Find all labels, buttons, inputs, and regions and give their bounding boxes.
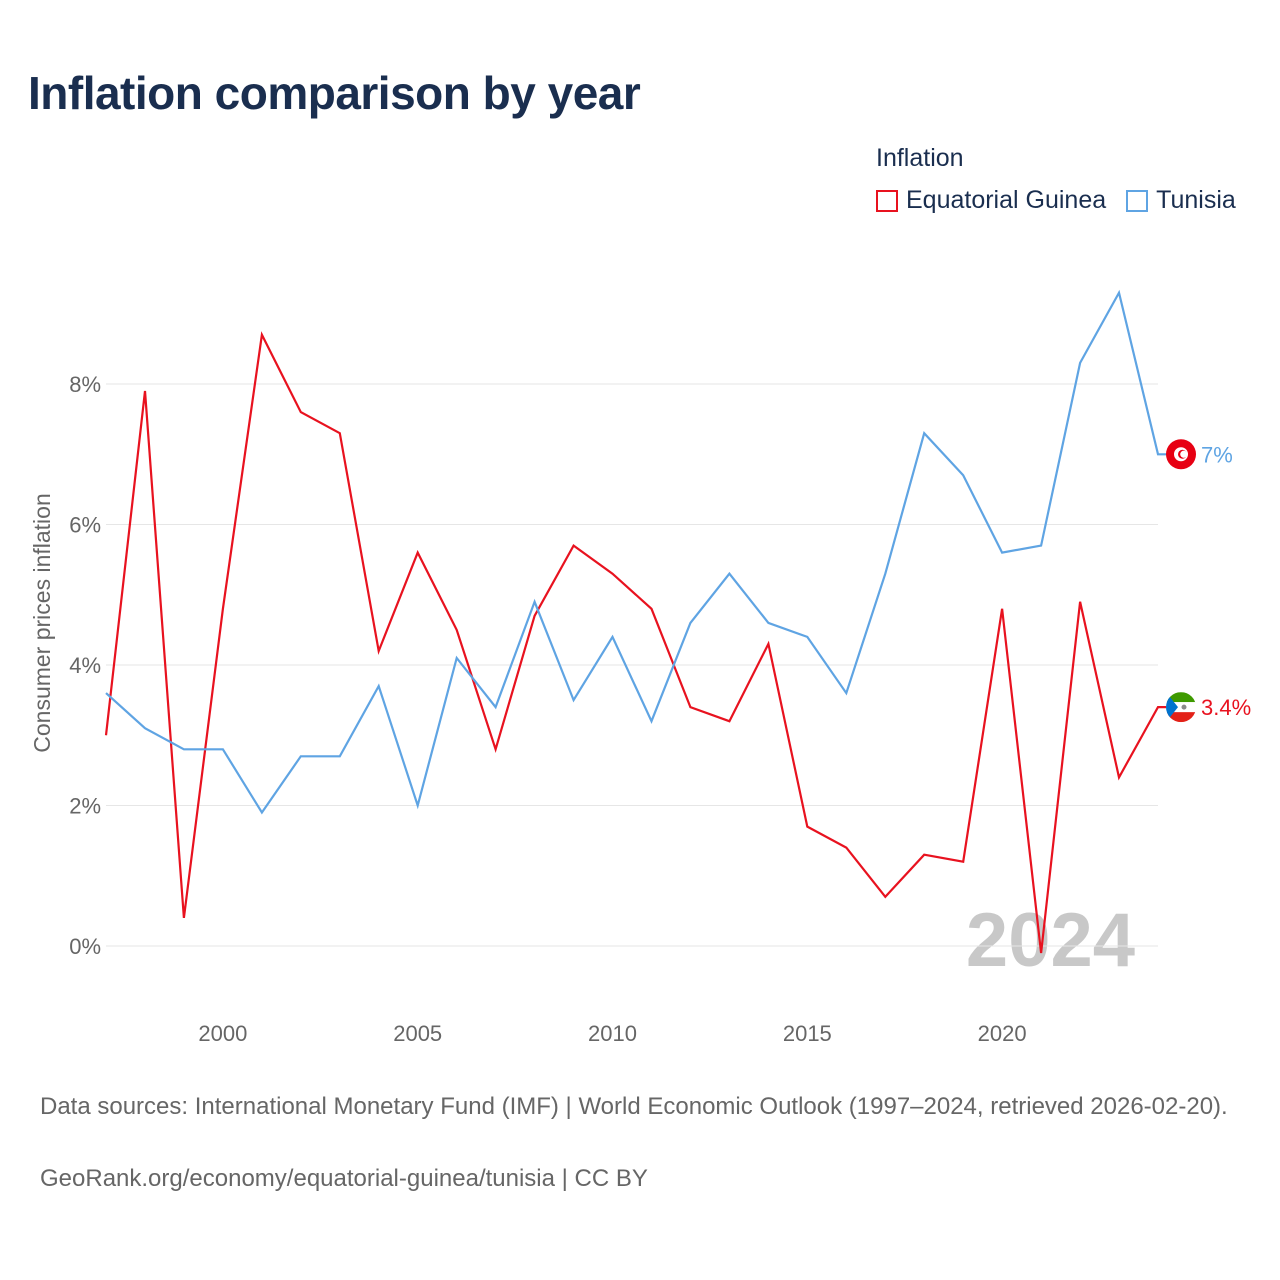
legend-title: Inflation	[876, 144, 964, 172]
data-source-note: Data sources: International Monetary Fun…	[40, 1093, 1228, 1120]
y-tick-label: 2%	[69, 794, 101, 819]
legend-label-tunisia: Tunisia	[1156, 186, 1236, 214]
legend: Equatorial Guinea Tunisia	[876, 186, 1256, 215]
legend-label-equatorial-guinea: Equatorial Guinea	[906, 186, 1107, 214]
y-tick-label: 4%	[69, 653, 101, 678]
x-tick-label: 2005	[393, 1021, 442, 1046]
end-label-tunisia: 7%	[1201, 442, 1233, 467]
end-label-equatorial-guinea: 3.4%	[1201, 695, 1251, 720]
y-tick-label: 8%	[69, 372, 101, 397]
y-tick-label: 6%	[69, 513, 101, 538]
series-line-tunisia	[105, 289, 1168, 815]
line-chart: 2024 0% 2% 4% 6% 8% 2000 2005 2010 2015 2020 Consum…	[29, 289, 1251, 1046]
year-watermark: 2024	[966, 898, 1135, 983]
legend-item-equatorial-guinea[interactable]: Equatorial Guinea	[876, 186, 1106, 215]
legend-swatch-tunisia	[1126, 189, 1149, 212]
chart-title: Inflation comparison by year	[28, 67, 641, 119]
tunisia-flag-icon	[1166, 439, 1196, 470]
source-link[interactable]: GeoRank.org/economy/equatorial-guinea/tu…	[40, 1165, 648, 1192]
y-axis-label: Consumer prices inflation	[29, 493, 55, 753]
x-tick-label: 2020	[978, 1021, 1027, 1046]
legend-swatch-equatorial-guinea	[876, 189, 898, 212]
x-tick-label: 2000	[198, 1021, 247, 1046]
equatorial-guinea-flag-icon	[1166, 692, 1196, 723]
x-tick-label: 2010	[588, 1021, 637, 1046]
legend-item-tunisia[interactable]: Tunisia	[1126, 186, 1236, 215]
x-tick-label: 2015	[783, 1021, 832, 1046]
series-line-equatorial-guinea	[104, 331, 1168, 954]
y-tick-label: 0%	[69, 934, 101, 959]
